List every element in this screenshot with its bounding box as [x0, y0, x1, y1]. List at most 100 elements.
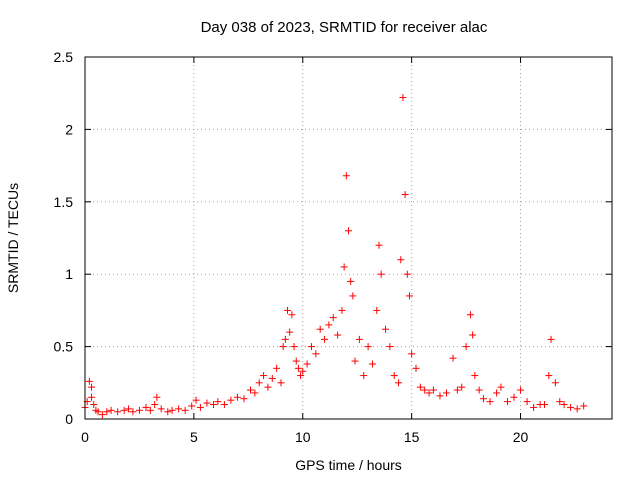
data-point	[299, 367, 307, 375]
x-tick-label: 0	[81, 429, 89, 445]
data-point	[288, 311, 296, 319]
data-point	[347, 277, 355, 285]
data-point	[567, 403, 575, 411]
data-point	[517, 386, 525, 394]
data-point	[196, 403, 204, 411]
plot-frame	[84, 56, 613, 420]
data-point	[469, 331, 477, 339]
data-point	[545, 372, 553, 380]
data-point	[273, 364, 281, 372]
data-point	[405, 292, 413, 300]
y-tick-label: 0.5	[54, 339, 74, 355]
data-point	[345, 227, 352, 235]
data-point	[480, 395, 488, 403]
data-point	[401, 191, 409, 199]
data-point	[334, 331, 342, 339]
data-point	[135, 406, 143, 414]
data-point	[297, 372, 305, 380]
data-point	[540, 401, 548, 409]
data-point	[146, 406, 154, 414]
data-point	[168, 406, 176, 414]
y-tick-label: 2.5	[54, 49, 74, 65]
data-point	[556, 398, 564, 406]
y-tick-label: 1.5	[54, 194, 74, 210]
data-point	[181, 406, 189, 414]
data-point	[399, 94, 407, 102]
data-point	[412, 364, 420, 372]
data-point	[94, 408, 102, 416]
data-point	[466, 311, 474, 319]
data-point	[580, 402, 588, 410]
data-point	[395, 379, 403, 387]
data-point	[382, 325, 390, 333]
data-point	[360, 372, 368, 380]
y-axis-label: SRMTID / TECUs	[5, 183, 21, 293]
data-point	[340, 263, 348, 271]
x-tick-label: 15	[404, 429, 420, 445]
data-point	[355, 335, 363, 343]
data-point	[349, 292, 357, 300]
data-point	[449, 354, 457, 362]
data-point	[192, 396, 200, 404]
data-point	[277, 379, 285, 387]
x-tick-label: 5	[190, 429, 198, 445]
data-point	[209, 401, 217, 409]
data-point	[373, 306, 381, 314]
data-point	[397, 256, 405, 264]
data-point	[164, 408, 172, 416]
data-point	[142, 403, 150, 411]
data-point	[88, 393, 96, 401]
data-point	[294, 364, 302, 372]
data-point	[338, 306, 346, 314]
data-point	[303, 360, 311, 368]
data-point	[251, 389, 259, 397]
data-point	[279, 343, 287, 351]
data-point	[268, 374, 276, 382]
data-point	[425, 389, 433, 397]
data-point	[240, 395, 248, 403]
data-point	[214, 398, 222, 406]
tick-layer: 0 0.5 1 1.5 2 2.5 0 5 10 15 20	[54, 49, 612, 445]
data-point	[368, 360, 376, 368]
data-point	[390, 372, 398, 380]
data-point	[321, 335, 329, 343]
data-point	[120, 406, 128, 414]
data-point	[114, 408, 122, 416]
grid-layer	[85, 57, 612, 419]
data-point	[351, 357, 359, 365]
data-point	[503, 398, 511, 406]
data-point	[153, 393, 161, 401]
y-tick-label: 0	[65, 411, 73, 427]
data-point	[453, 386, 461, 394]
data-point	[475, 386, 483, 394]
data-point	[85, 377, 93, 385]
data-point	[188, 402, 196, 410]
data-point	[364, 343, 372, 351]
data-point	[264, 383, 272, 391]
data-point	[88, 383, 96, 391]
data-point	[247, 386, 255, 394]
y-tick-label: 2	[65, 121, 73, 137]
data-point	[375, 241, 383, 249]
data-point	[523, 398, 531, 406]
data-point	[157, 405, 165, 413]
chart-title: Day 038 of 2023, SRMTID for receiver ala…	[201, 19, 488, 36]
x-tick-label: 20	[513, 429, 529, 445]
data-point	[98, 411, 106, 419]
data-point	[90, 401, 98, 409]
data-point	[260, 372, 268, 380]
data-point	[255, 379, 263, 387]
data-point	[436, 392, 444, 400]
data-point	[233, 393, 241, 401]
data-point	[129, 408, 137, 416]
data-point	[175, 405, 183, 413]
data-point	[103, 408, 111, 416]
data-point	[429, 386, 437, 394]
data-point	[325, 321, 333, 329]
data-point	[493, 389, 501, 397]
data-point	[486, 398, 494, 406]
data-marks	[81, 94, 588, 419]
data-point	[151, 401, 159, 409]
x-tick-label: 10	[295, 429, 311, 445]
